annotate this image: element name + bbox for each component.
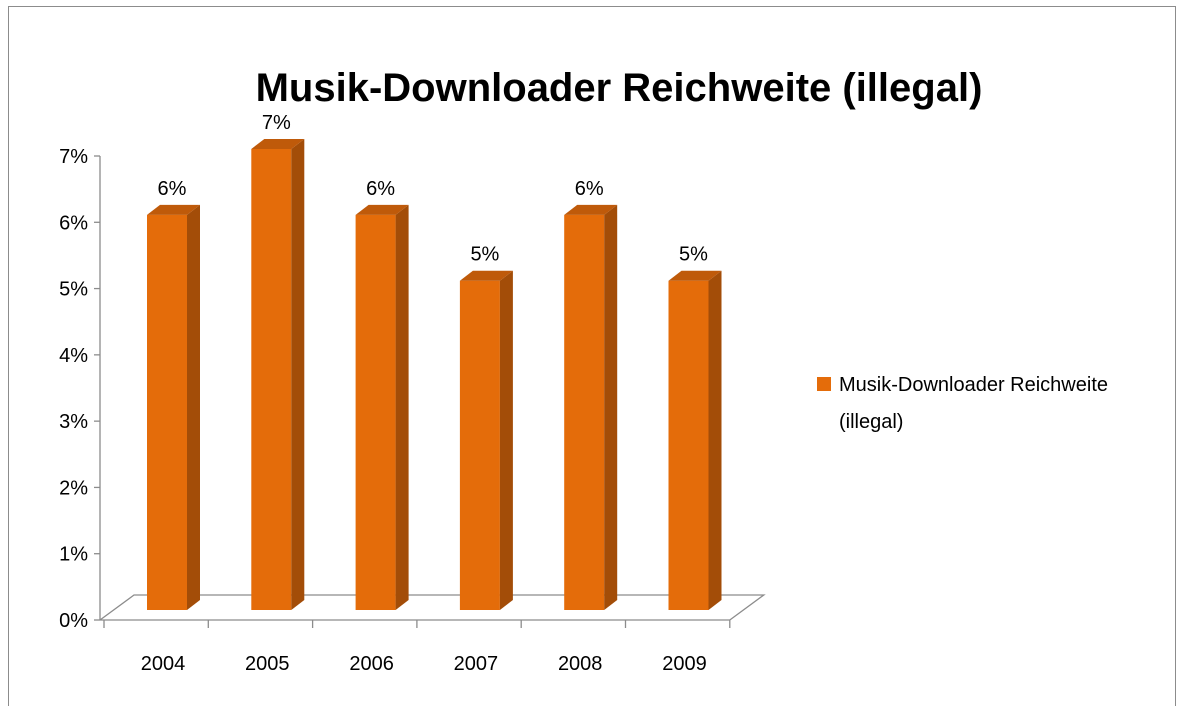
bar-front bbox=[459, 280, 500, 610]
y-tick-label: 5% bbox=[59, 279, 88, 301]
bar-front bbox=[147, 214, 187, 610]
bar-top bbox=[251, 139, 305, 149]
x-tick-label: 2004 bbox=[141, 653, 186, 675]
bar-front bbox=[564, 214, 605, 610]
data-label: 7% bbox=[262, 112, 291, 134]
bar bbox=[459, 270, 513, 610]
bar bbox=[668, 270, 722, 610]
floor-outline bbox=[99, 594, 766, 621]
y-tick-label: 7% bbox=[59, 146, 88, 168]
bar-side bbox=[604, 204, 618, 610]
bar-side bbox=[499, 270, 513, 610]
bar-top bbox=[355, 204, 409, 215]
y-tick-label: 0% bbox=[59, 610, 88, 632]
bar-front bbox=[355, 214, 396, 610]
legend-swatch bbox=[817, 377, 831, 391]
bar-side bbox=[708, 270, 722, 610]
bar-top bbox=[147, 204, 200, 215]
x-tick-label: 2008 bbox=[558, 653, 603, 675]
x-tick-label: 2006 bbox=[349, 653, 394, 675]
data-label: 5% bbox=[679, 244, 708, 266]
legend: Musik-Downloader Reichweite (illegal) bbox=[817, 374, 1108, 433]
bar-side bbox=[291, 139, 305, 610]
bar-side bbox=[395, 204, 409, 610]
x-tick-label: 2005 bbox=[245, 653, 290, 675]
y-tick-label: 4% bbox=[59, 345, 88, 367]
data-label: 6% bbox=[366, 178, 395, 200]
bar-front bbox=[668, 280, 709, 610]
data-labels: 6% 7% 6% 5% 6% 5% bbox=[158, 112, 709, 266]
data-label: 5% bbox=[470, 244, 499, 266]
bar-front bbox=[251, 149, 292, 610]
bars bbox=[147, 139, 722, 610]
x-tick-label: 2007 bbox=[454, 653, 499, 675]
bar bbox=[251, 139, 305, 610]
bar-top bbox=[564, 204, 618, 215]
y-tick-label: 3% bbox=[59, 411, 88, 433]
bar bbox=[147, 204, 200, 610]
bar bbox=[564, 204, 618, 610]
chart-title: Musik-Downloader Reichweite (illegal) bbox=[256, 66, 983, 110]
x-tick-label: 2009 bbox=[662, 653, 707, 675]
y-tick-label: 1% bbox=[59, 544, 88, 566]
bar bbox=[355, 204, 409, 610]
legend-label-line-1: Musik-Downloader Reichweite bbox=[839, 374, 1108, 396]
data-label: 6% bbox=[158, 178, 187, 200]
y-tick-label: 2% bbox=[59, 477, 88, 499]
bar-side bbox=[187, 204, 200, 610]
bar-top bbox=[459, 270, 513, 281]
data-label: 6% bbox=[575, 178, 604, 200]
bar-top bbox=[668, 270, 722, 281]
y-tick-label: 6% bbox=[59, 212, 88, 234]
axes: 0% 1% 2% 3% 4% 5% 6% 7% 2004 2005 2006 2007 2008 2009 bbox=[59, 146, 766, 675]
legend-label-line-2: (illegal) bbox=[839, 411, 903, 433]
